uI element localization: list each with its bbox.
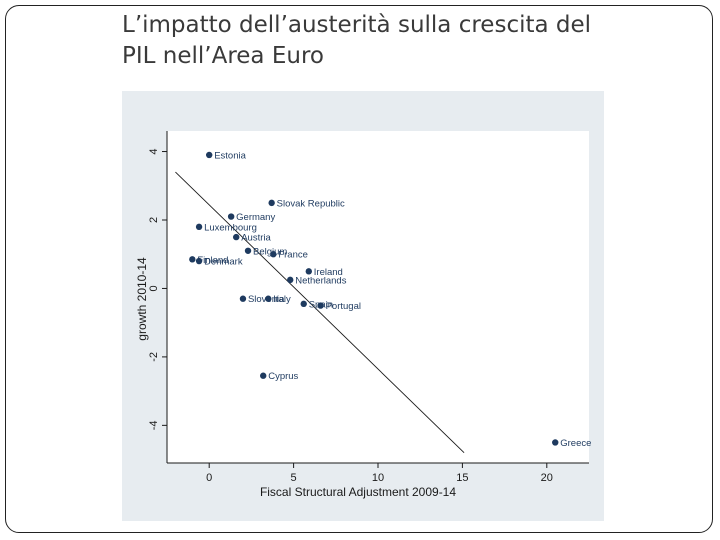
data-point <box>552 439 559 446</box>
x-tick-label: 15 <box>456 472 468 484</box>
data-point-label: Portugal <box>326 301 361 312</box>
data-point-label: Greece <box>560 438 591 449</box>
x-tick-label: 0 <box>206 472 212 484</box>
y-tick-label: -4 <box>148 420 160 430</box>
y-tick-label: -2 <box>148 352 160 362</box>
data-point-label: Denmark <box>204 257 243 268</box>
plot-area <box>167 131 589 463</box>
y-axis-title: growth 2010-14 <box>135 257 149 341</box>
data-point <box>233 233 240 241</box>
data-point <box>300 300 307 308</box>
data-point <box>244 247 252 254</box>
data-point-label: Finland <box>197 255 228 266</box>
x-tick-label: 10 <box>372 472 384 484</box>
data-point <box>287 276 294 284</box>
chart-panel: 0 5 10 15 20 -4 -2 0 2 4 Fiscal Structural Adjustm… <box>122 91 604 521</box>
data-point <box>260 372 267 379</box>
data-point <box>305 268 312 275</box>
fit-line <box>175 171 465 454</box>
slide-frame <box>5 5 713 533</box>
data-point-label: France <box>278 250 308 261</box>
x-tick-label: 5 <box>291 472 297 484</box>
data-point <box>268 199 275 207</box>
data-point-label: Luxembourg <box>204 222 257 233</box>
data-point <box>265 295 272 302</box>
slide-title-line-1: L’impatto dell’austerità sulla crescita … <box>122 12 592 38</box>
y-tick-label: 2 <box>148 217 160 223</box>
data-point-label: Netherlands <box>295 275 346 286</box>
x-tick-label: 20 <box>541 472 553 484</box>
slide-title-line-2: PIL nell’Area Euro <box>122 43 324 69</box>
data-point <box>270 251 277 258</box>
x-axis-title: Fiscal Structural Adjustment 2009-14 <box>260 485 456 499</box>
data-point <box>227 213 235 220</box>
data-point-label: Estonia <box>214 150 246 161</box>
data-point-label: Slovak Republic <box>277 198 345 209</box>
data-point <box>206 151 213 159</box>
data-point <box>239 295 247 302</box>
y-tick-label: 0 <box>148 285 160 291</box>
data-point-label: Ireland <box>314 267 343 278</box>
data-point <box>195 257 203 265</box>
data-point <box>195 223 203 231</box>
data-point-label: Germany <box>236 212 275 223</box>
data-point-label: Belgium <box>253 246 287 257</box>
y-tick-label: 4 <box>148 148 160 154</box>
data-point <box>317 302 324 309</box>
data-point <box>189 256 196 263</box>
data-point-label: Austria <box>241 233 271 244</box>
slide-title: L’impatto dell’austerità sulla crescita … <box>122 10 682 72</box>
scatter-chart: 0 5 10 15 20 -4 -2 0 2 4 Fiscal Structural Adjustm… <box>135 131 591 499</box>
data-point-label: Cyprus <box>268 371 298 382</box>
data-point-label: Italy <box>273 294 291 305</box>
